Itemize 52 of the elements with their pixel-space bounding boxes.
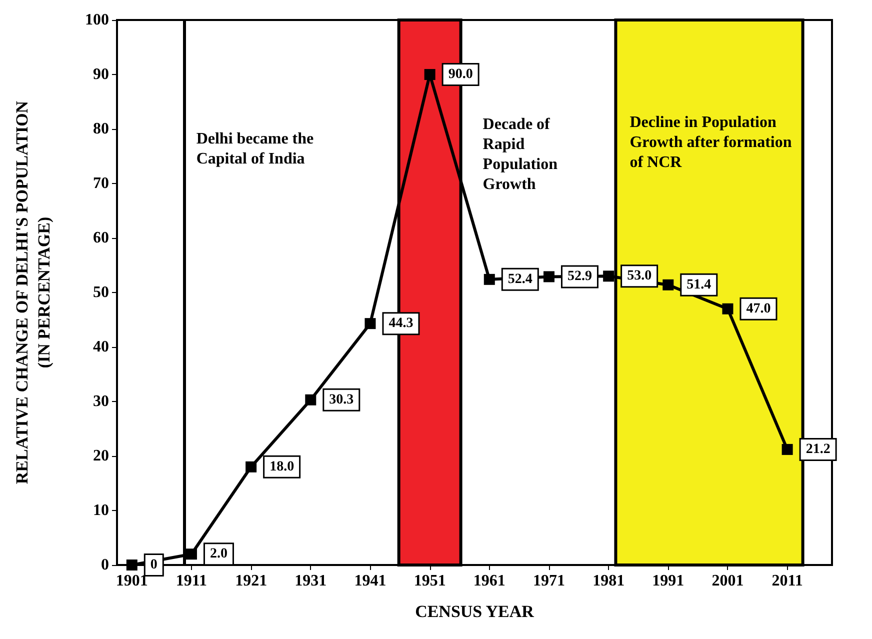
y-axis-title: RELATIVE CHANGE OF DELHI'S POPULATION (IN PERCENTAGE): [12, 100, 54, 484]
data-label: 51.4: [686, 277, 712, 292]
point: [186, 548, 197, 560]
x-tick-label: 1951: [414, 572, 446, 590]
y-tick-label: 50: [93, 284, 109, 301]
data-label: 52.4: [508, 272, 532, 287]
band-label: Decade of Rapid Population Growth: [482, 116, 562, 194]
x-axis-title: CENSUS YEAR: [415, 602, 535, 621]
ref-line-label: Delhi became the Capital of India: [196, 130, 318, 168]
data-label: 53.0: [627, 268, 652, 284]
point: [603, 270, 614, 282]
data-label: 18.0: [270, 459, 294, 474]
x-tick-label: 1991: [652, 572, 684, 590]
x-tick-label: 1921: [235, 572, 268, 590]
point: [782, 444, 793, 455]
x-tick-label: 1971: [532, 572, 565, 590]
point: [246, 461, 257, 472]
point: [305, 394, 316, 406]
point: [364, 318, 376, 330]
y-tick-label: 30: [93, 393, 109, 410]
data-label: 2.0: [210, 546, 228, 562]
point: [662, 279, 674, 290]
x-tick-label: 2001: [712, 572, 744, 590]
data-label: 21.2: [806, 442, 830, 457]
y-tick-label: 100: [85, 12, 109, 28]
x-tick-label: 2011: [772, 572, 803, 590]
data-label: 47.0: [746, 301, 771, 316]
y-tick-label: 60: [93, 230, 109, 246]
point: [424, 69, 436, 80]
data-label: 52.9: [567, 269, 592, 284]
x-tick-label: 1911: [176, 572, 208, 590]
x-tick-label: 1941: [354, 572, 386, 590]
band-label: Decline in Population Growth after formation of NCR: [630, 114, 796, 172]
point: [484, 274, 495, 285]
data-label: 0: [150, 558, 158, 572]
y-tick-label: 80: [93, 120, 109, 138]
data-label: 44.3: [388, 316, 414, 332]
x-tick-label: 1901: [116, 572, 148, 590]
y-tick-label: 70: [93, 175, 109, 192]
data-label: 30.3: [329, 392, 354, 408]
point: [543, 271, 554, 282]
y-tick-label: 90: [93, 66, 109, 83]
y-tick-label: 0: [101, 556, 109, 574]
y-tick-label: 40: [93, 338, 109, 356]
data-label: 90.0: [448, 67, 473, 82]
point: [126, 560, 138, 570]
y-tick-label: 10: [93, 502, 109, 519]
x-tick-label: 1961: [473, 572, 506, 590]
x-tick-label: 1981: [592, 572, 625, 590]
y-tick-label: 20: [93, 448, 109, 464]
x-tick-label: 1931: [294, 572, 327, 590]
point: [722, 303, 734, 314]
